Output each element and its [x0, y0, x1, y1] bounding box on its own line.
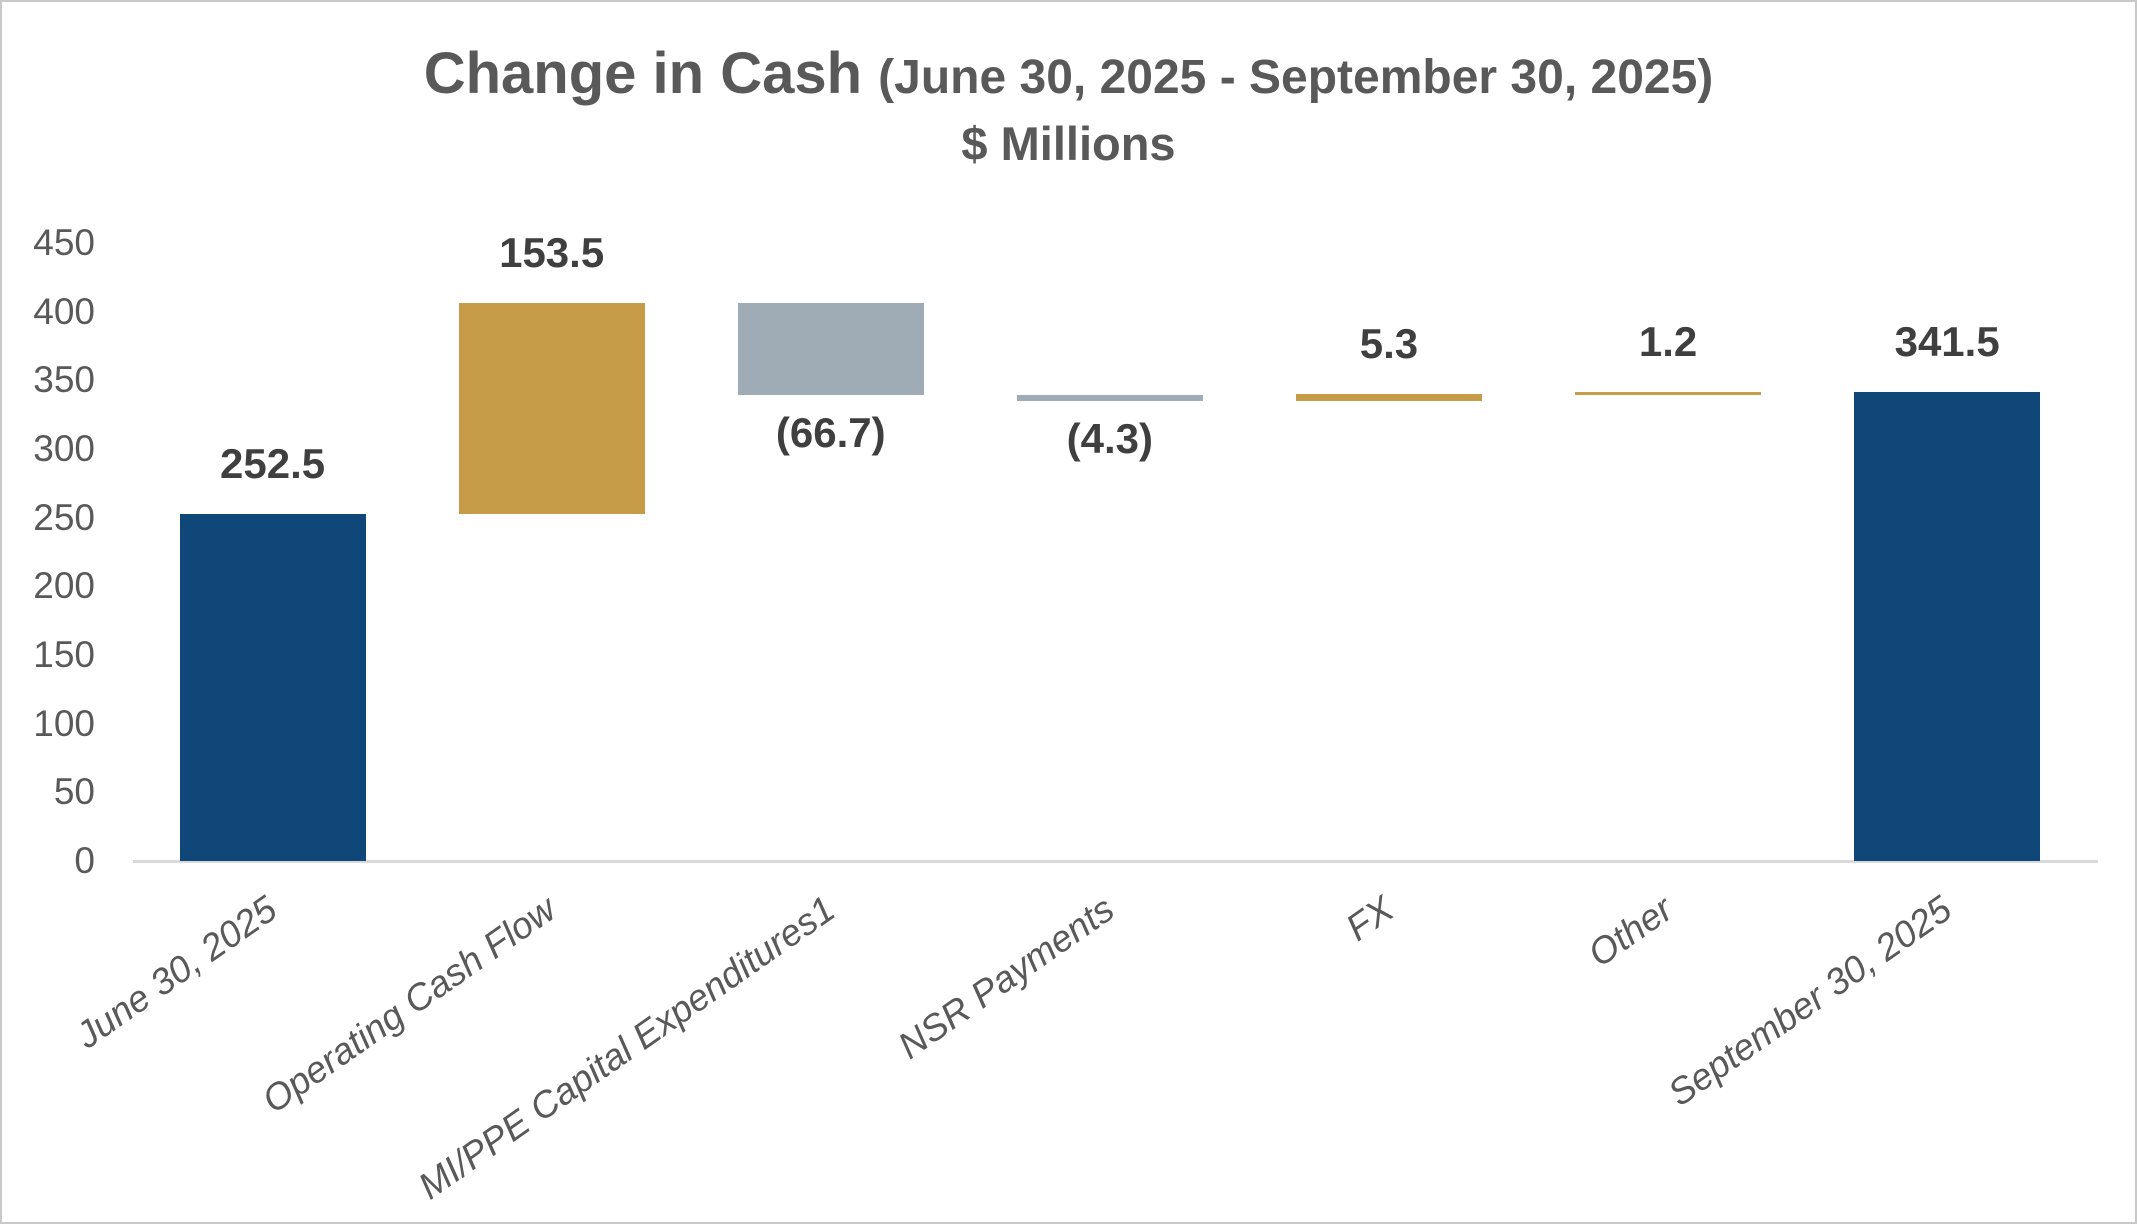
bar-mi-ppe-capital-expenditures1 — [737, 303, 924, 396]
data-label-mi-ppe-capital-expenditures1: (66.7) — [775, 409, 886, 457]
bar-operating-cash-flow — [458, 303, 645, 515]
data-label-operating-cash-flow: 153.5 — [499, 229, 605, 277]
y-axis-tick-label: 150 — [33, 634, 95, 675]
data-label-june-30-2025: 252.5 — [219, 440, 326, 488]
x-axis-label-operating-cash-flow: Operating Cash Flow — [254, 888, 564, 1121]
chart-title-paren: (June 30, 2025 - September 30, 2025) — [878, 51, 1714, 104]
chart-subtitle: $ Millions — [961, 117, 1176, 171]
y-axis-tick-label: 350 — [33, 359, 95, 401]
y-axis-tick-label: 50 — [53, 771, 95, 813]
y-axis-tick-label: 100 — [33, 702, 95, 744]
x-axis-label-fx: FX — [1338, 888, 1401, 949]
y-axis-tick-label: 300 — [33, 428, 95, 469]
data-label-september-30-2025: 341.5 — [1894, 318, 2000, 365]
bar-other — [1575, 392, 1762, 395]
x-axis-label-june-30-2025: June 30, 2025 — [68, 888, 285, 1057]
chart-title: Change in Cash (June 30, 2025 - Septembe… — [2, 36, 2135, 111]
x-axis-label-nsr-payments: NSR Payments — [890, 888, 1122, 1067]
data-label-nsr-payments: (4.3) — [1066, 414, 1154, 462]
x-axis-label-september-30-2025: September 30, 2025 — [1660, 888, 1959, 1114]
data-label-fx: 5.3 — [1359, 319, 1419, 367]
y-axis-tick-label: 0 — [74, 840, 95, 881]
y-axis-tick-label: 400 — [33, 290, 95, 332]
y-axis-tick-label: 200 — [33, 565, 95, 607]
bar-june-30-2025 — [179, 514, 366, 861]
bar-september-30-2025 — [1854, 392, 2041, 861]
data-label-other: 1.2 — [1638, 318, 1698, 365]
chart-title-main: Change in Cash — [423, 41, 863, 106]
x-axis-line — [133, 860, 2098, 863]
chart-title-block: Change in Cash (June 30, 2025 - Septembe… — [2, 36, 2135, 174]
bar-fx — [1295, 393, 1482, 401]
x-axis-label-other: Other — [1580, 888, 1680, 975]
y-axis-tick-label: 250 — [33, 496, 95, 538]
bar-nsr-payments — [1016, 395, 1203, 401]
y-axis-tick-label: 450 — [33, 222, 95, 263]
